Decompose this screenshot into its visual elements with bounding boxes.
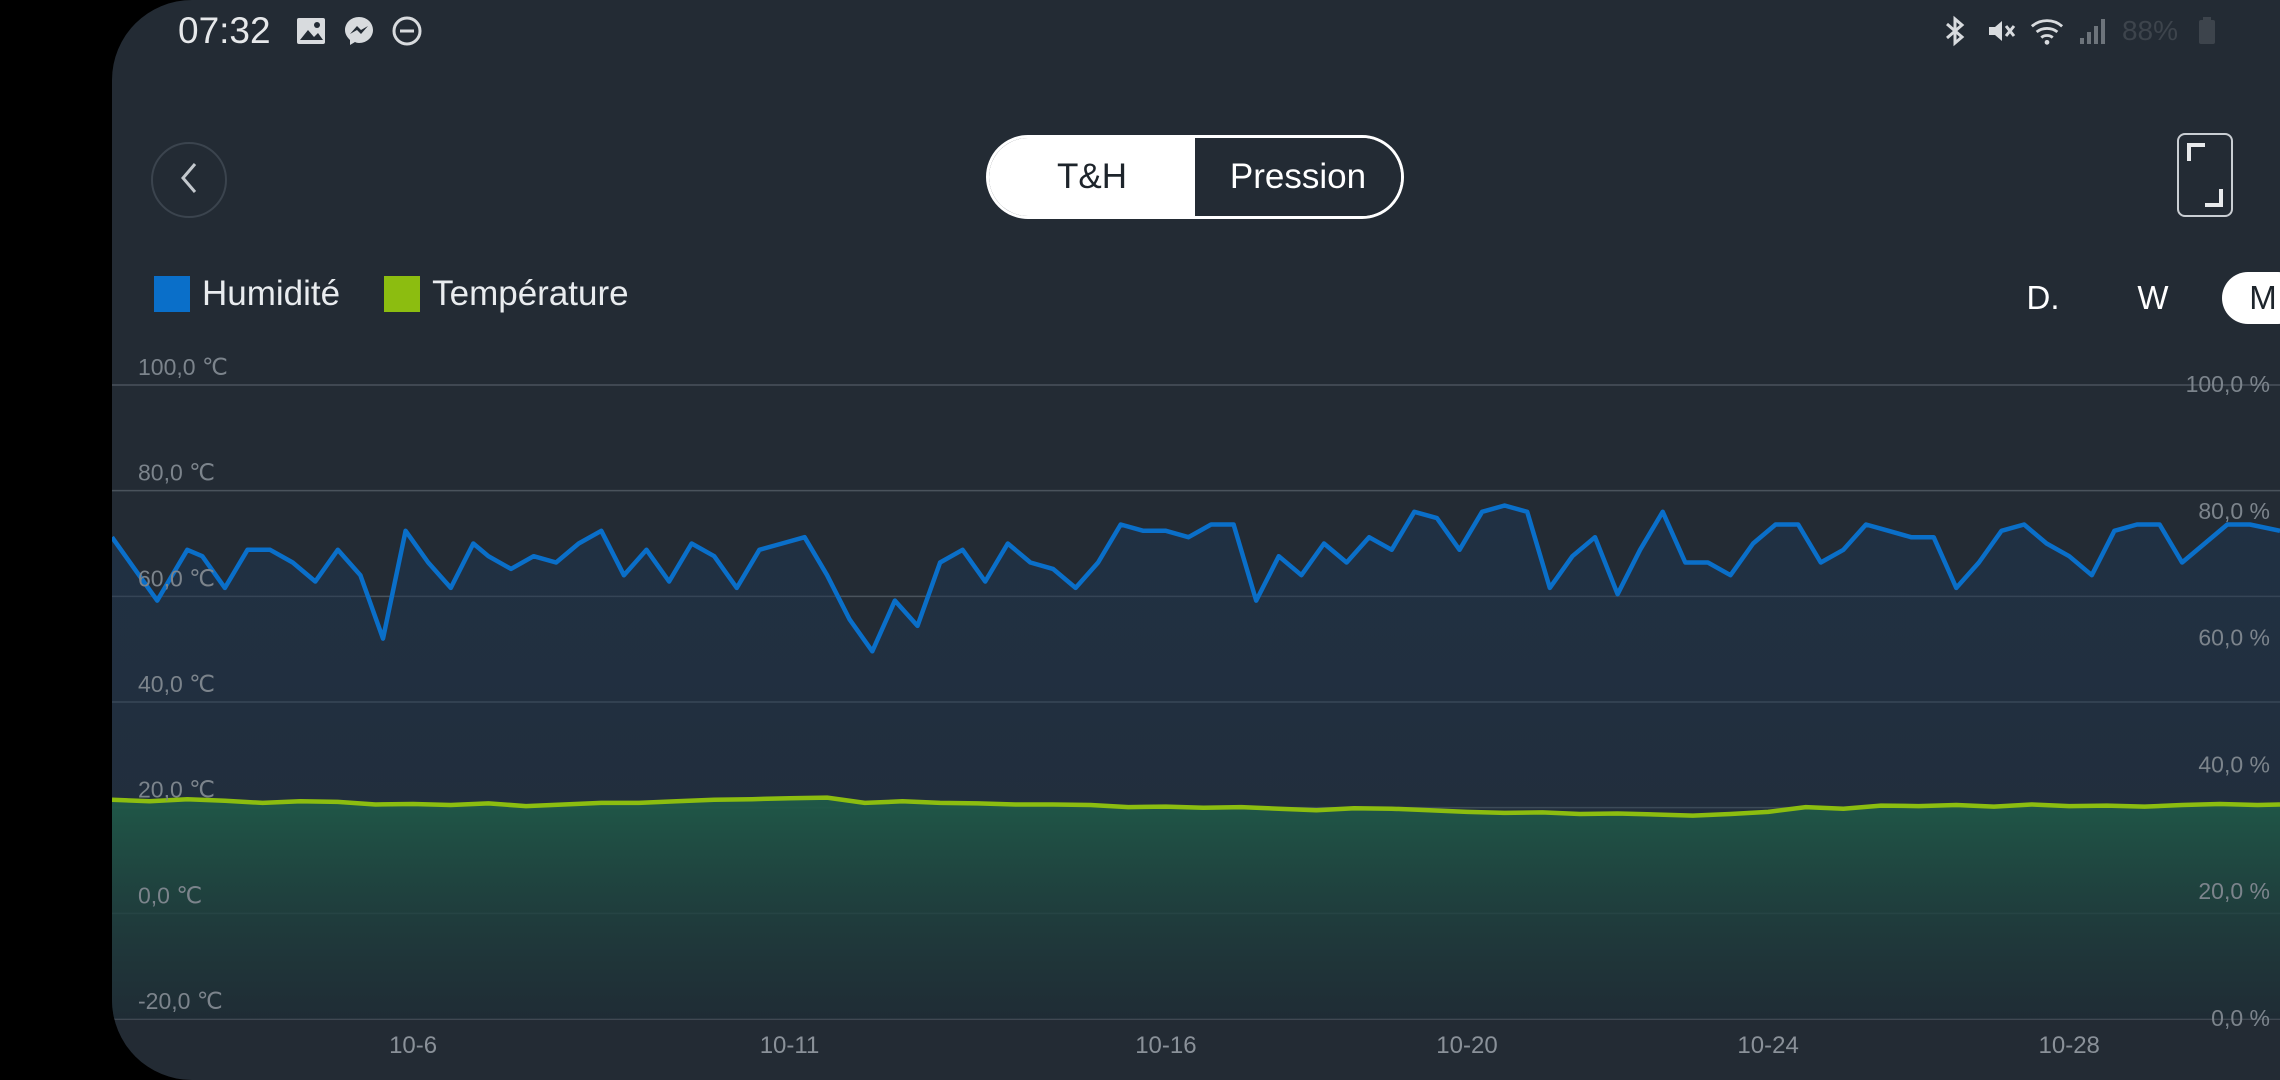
legend-item-temperature: Température: [384, 274, 629, 314]
bluetooth-icon: [1938, 14, 1972, 48]
chevron-left-icon: [175, 160, 203, 201]
status-left-icons: [294, 14, 424, 48]
chart-lines: [112, 503, 2280, 818]
y-left-tick-label: 20,0 ℃: [138, 777, 215, 803]
tab-temperature-humidity[interactable]: T&H: [989, 138, 1195, 216]
legend-swatch-humidity: [154, 276, 190, 312]
battery-level: 88%: [2121, 15, 2178, 46]
legend-item-humidity: Humidité: [154, 274, 340, 314]
y-right-tick-label: 100,0 %: [2186, 371, 2270, 397]
legend-swatch-temperature: [384, 276, 421, 312]
battery-icon: [2190, 14, 2224, 48]
chart-axis-labels: 100,0 ℃ 80,0 ℃ 60,0 ℃ 40,0 ℃ 20,0 ℃ 0,0 ℃ -20,…: [138, 355, 2270, 1059]
chart-legend: Humidité Température: [154, 274, 673, 314]
status-right-icons: 88%: [1938, 14, 2224, 48]
time-range-selector: D. W M: [1974, 272, 2280, 324]
range-day-button[interactable]: D.: [2026, 279, 2060, 316]
temperature-line: [112, 795, 2280, 818]
y-right-tick-label: 40,0 %: [2198, 751, 2270, 777]
y-left-tick-label: 100,0 ℃: [138, 355, 228, 380]
x-tick-label: 10-24: [1737, 1032, 1798, 1059]
x-tick-label: 10-16: [1135, 1032, 1196, 1059]
temperature-area: [112, 797, 2280, 1019]
status-bar: 07:32 88%: [112, 0, 2280, 64]
legend-label-temperature: Température: [432, 274, 629, 313]
x-tick-label: 10-20: [1436, 1032, 1497, 1059]
y-right-tick-label: 0,0 %: [2211, 1005, 2270, 1031]
y-left-tick-label: 80,0 ℃: [138, 460, 215, 486]
y-left-tick-label: 60,0 ℃: [138, 565, 215, 591]
messenger-icon: [342, 14, 376, 48]
legend-label-humidity: Humidité: [202, 274, 341, 313]
x-tick-label: 10-28: [2039, 1032, 2100, 1059]
y-left-tick-label: 40,0 ℃: [138, 671, 215, 697]
range-month-button[interactable]: M: [2222, 272, 2280, 324]
image-icon: [294, 14, 328, 48]
y-right-tick-label: 80,0 %: [2198, 498, 2270, 524]
range-week-button[interactable]: W: [2137, 279, 2169, 316]
y-left-tick-label: 0,0 ℃: [138, 882, 202, 908]
y-left-tick-label: -20,0 ℃: [138, 988, 223, 1014]
y-right-tick-label: 60,0 %: [2198, 625, 2270, 651]
do-not-disturb-icon: [390, 14, 424, 48]
humidity-line: [112, 503, 2280, 654]
chart-type-switch: T&H Pression: [986, 135, 1404, 219]
x-tick-label: 10-6: [389, 1032, 437, 1059]
signal-icon: [2076, 14, 2110, 48]
wifi-icon: [2030, 14, 2064, 48]
fullscreen-button[interactable]: [2177, 133, 2233, 217]
chart-areas: [112, 505, 2280, 1019]
back-button[interactable]: [151, 142, 227, 218]
x-tick-label: 10-11: [760, 1032, 820, 1059]
y-right-tick-label: 20,0 %: [2198, 878, 2270, 904]
tab-pressure[interactable]: Pression: [1195, 138, 1401, 216]
history-chart: 100,0 ℃ 80,0 ℃ 60,0 ℃ 40,0 ℃ 20,0 ℃ 0,0 ℃ -20,…: [112, 355, 2280, 1059]
mute-icon: [1984, 14, 2018, 48]
app-screen: 07:32 88%: [112, 0, 2280, 1080]
status-time: 07:32: [178, 10, 271, 51]
